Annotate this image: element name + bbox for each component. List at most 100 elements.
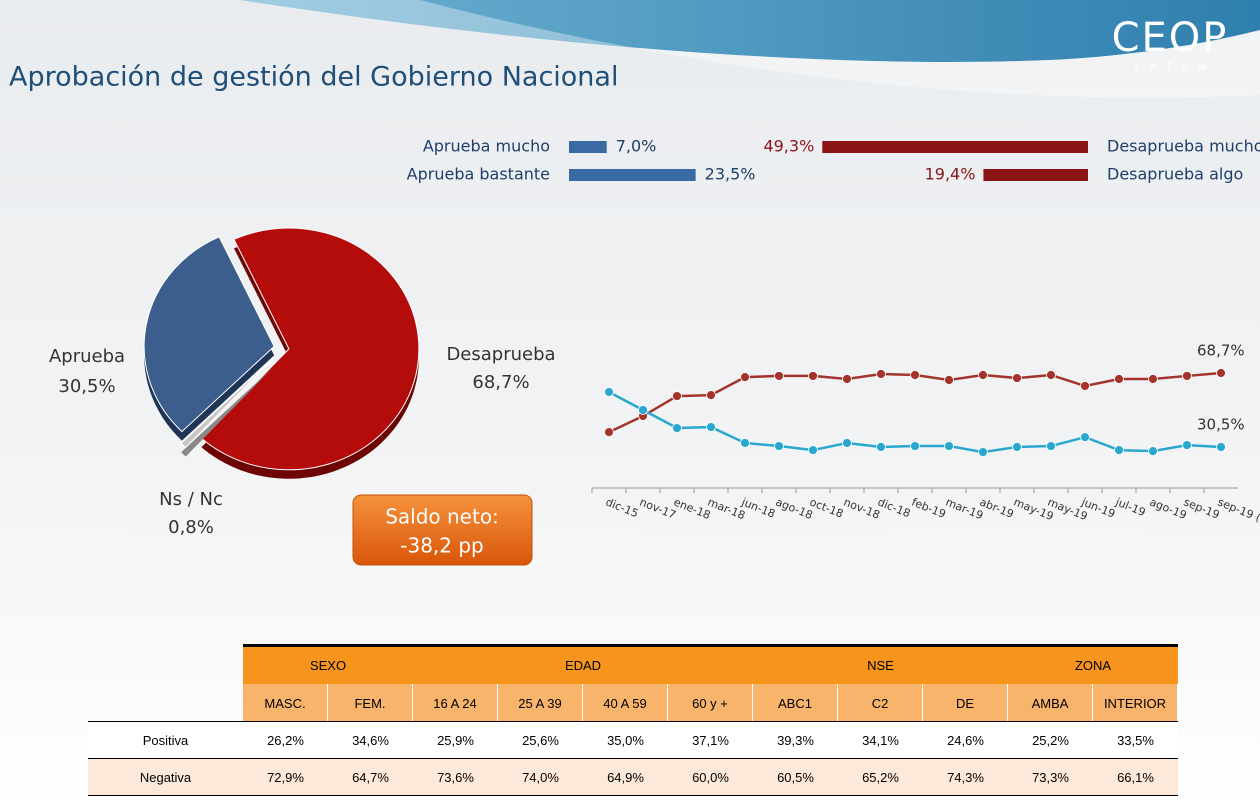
x-tick-label: nov-18 — [842, 496, 882, 522]
x-tick-label: dic-18 — [876, 496, 912, 521]
x-tick-label: jun-18 — [739, 495, 777, 521]
table-rule — [88, 721, 1178, 722]
table-cell: 60,0% — [668, 759, 753, 796]
pie-value-label: 0,8% — [168, 517, 214, 538]
x-tick-label: feb-19 — [910, 496, 948, 521]
table-cell: 34,6% — [328, 722, 413, 759]
line-marker — [672, 423, 682, 433]
line-marker — [1046, 370, 1056, 380]
pie-slice-side — [181, 367, 274, 457]
x-tick-label: mar-18 — [706, 496, 747, 523]
line-marker — [604, 387, 614, 397]
line-marker — [944, 375, 954, 385]
line-marker — [842, 438, 852, 448]
logo-sub: LATAM — [1135, 61, 1216, 74]
bar — [569, 141, 607, 153]
group-header: EDAD — [413, 647, 753, 684]
line-marker — [774, 371, 784, 381]
x-tick-label: ago-19 — [1148, 496, 1189, 523]
line-marker — [1080, 381, 1090, 391]
saldo-label: Saldo neto: — [385, 505, 499, 529]
bar-value-label: 19,4% — [925, 165, 976, 184]
table-cell: 65,2% — [838, 759, 923, 796]
line-marker — [910, 441, 920, 451]
pie-slice — [200, 227, 420, 471]
table-cell: 35,0% — [583, 722, 668, 759]
pie-value-label: 68,7% — [472, 372, 529, 393]
x-tick-label: ago-18 — [774, 496, 815, 523]
x-tick-label: jul-19 — [1113, 495, 1148, 519]
x-tick-label: abr-19 — [978, 496, 1016, 521]
line-marker — [1114, 374, 1124, 384]
line-marker — [1216, 368, 1226, 378]
pie-slice — [180, 357, 274, 449]
column-header: C2 — [838, 684, 923, 722]
line-marker — [978, 447, 988, 457]
line-marker — [876, 442, 886, 452]
column-header: DE — [923, 684, 1008, 722]
bar-label: Desaprueba algo — [1107, 165, 1243, 184]
line-marker — [1012, 442, 1022, 452]
slide-title: Aprobación de gestión del Gobierno Nacio… — [9, 62, 618, 93]
line-marker — [706, 422, 716, 432]
pie-slice — [143, 236, 275, 433]
saldo-box — [352, 494, 533, 566]
line-marker — [842, 374, 852, 384]
x-tick-label: dic-15 — [604, 496, 640, 521]
x-tick-label: ene-18 — [672, 496, 713, 522]
bar-label: Desaprueba mucho — [1107, 137, 1260, 156]
table-cell: 64,7% — [328, 759, 413, 796]
column-header: MASC. — [243, 684, 328, 722]
line-marker — [706, 390, 716, 401]
line-series — [608, 371, 1222, 434]
line-marker — [1012, 373, 1022, 383]
bar — [983, 169, 1088, 181]
bar — [822, 141, 1088, 153]
column-header: 16 A 24 — [413, 684, 498, 722]
line-marker — [740, 372, 750, 382]
table-cell: 26,2% — [243, 722, 328, 759]
line-marker — [740, 438, 750, 448]
table-top-rule — [243, 644, 1178, 647]
logo: CEOP — [1112, 15, 1229, 61]
table-cell: 74,3% — [923, 759, 1008, 796]
column-header: AMBA — [1008, 684, 1093, 722]
line-marker — [1182, 440, 1192, 450]
line-value-label: 68,7% — [1197, 342, 1245, 360]
pie-label: Desaprueba — [446, 344, 555, 365]
bar-value-label: 23,5% — [705, 165, 756, 184]
line-marker — [1114, 445, 1124, 456]
table-cell: 74,0% — [498, 759, 583, 796]
line-marker — [808, 445, 818, 456]
pie-label: Ns / Nc — [159, 489, 223, 510]
table-cell: 60,5% — [753, 759, 838, 796]
bar-value-label: 49,3% — [763, 137, 814, 156]
x-tick-label: oct-18 — [808, 496, 845, 521]
line-marker — [604, 427, 614, 438]
table-cell: 73,3% — [1008, 759, 1093, 796]
bar-label: Aprueba mucho — [423, 137, 550, 156]
pie-label: Aprueba — [49, 346, 125, 367]
line-marker — [876, 369, 886, 379]
table-cell: 34,1% — [838, 722, 923, 759]
line-marker — [1148, 446, 1158, 456]
group-header: NSE — [753, 647, 1008, 684]
bar — [569, 169, 696, 181]
group-header: SEXO — [243, 647, 413, 684]
column-header: 25 A 39 — [498, 684, 583, 722]
table-cell: 39,3% — [753, 722, 838, 759]
column-header: 40 A 59 — [583, 684, 668, 722]
line-marker — [1046, 441, 1056, 451]
table-cell: 25,9% — [413, 722, 498, 759]
column-header: 60 y + — [668, 684, 753, 722]
table-cell: 64,9% — [583, 759, 668, 796]
row-header: Negativa — [88, 759, 243, 796]
column-header: FEM. — [328, 684, 413, 722]
line-marker — [774, 441, 784, 451]
line-marker — [978, 370, 988, 380]
line-marker — [1080, 432, 1090, 443]
table-cell: 37,1% — [668, 722, 753, 759]
table-cell: 24,6% — [923, 722, 1008, 759]
x-tick-label: nov-17 — [638, 496, 678, 522]
